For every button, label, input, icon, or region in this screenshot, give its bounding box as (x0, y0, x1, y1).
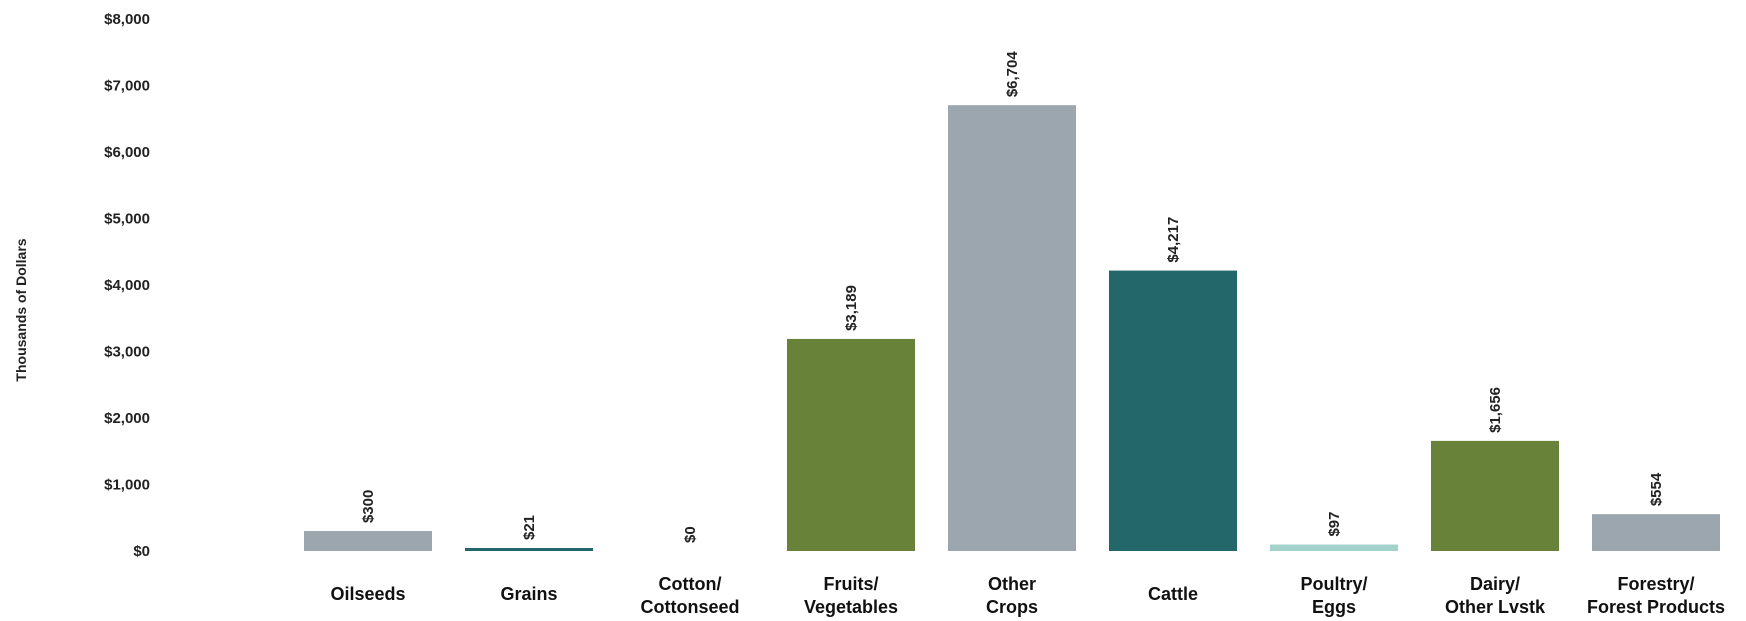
category-label-line: Dairy/ (1470, 574, 1520, 594)
y-tick-label: $0 (133, 543, 150, 560)
category-label-line: Crops (986, 597, 1038, 617)
category-label-line: Other (988, 574, 1036, 594)
category-label-line: Cotton/ (659, 574, 722, 594)
category-label-line: Oilseeds (330, 584, 405, 604)
category-label-line: Forest Products (1587, 597, 1725, 617)
category-label-line: Poultry/ (1300, 574, 1367, 594)
category-label: Forestry/Forest Products (1587, 574, 1725, 617)
y-tick-label: $6,000 (104, 144, 150, 161)
y-tick-label: $4,000 (104, 277, 150, 294)
data-label: $21 (521, 515, 538, 540)
category-label-line: Other Lvstk (1445, 597, 1546, 617)
y-tick-label: $1,000 (104, 477, 150, 494)
bars (304, 105, 1720, 552)
category-label: Fruits/Vegetables (804, 574, 898, 617)
bar (948, 105, 1076, 552)
data-label: $97 (1326, 512, 1343, 537)
category-label: Other Crops (986, 574, 1038, 617)
category-label-line: Forestry/ (1617, 574, 1694, 594)
category-label: Cotton/Cottonseed (641, 574, 740, 617)
y-tick-label: $2,000 (104, 410, 150, 427)
bar (1431, 440, 1559, 551)
data-label: $3,189 (843, 285, 860, 331)
bar (1270, 544, 1398, 551)
category-label-line: Grains (500, 584, 557, 604)
category-label-line: Cottonseed (641, 597, 740, 617)
bar (304, 531, 432, 551)
y-tick-label: $8,000 (104, 11, 150, 28)
x-axis-categories: Oilseeds Grains Cotton/Cottonseed Fruits/Ve… (330, 574, 1725, 617)
y-tick-label: $3,000 (104, 344, 150, 361)
category-label: Dairy/Other Lvstk (1445, 574, 1546, 617)
bar (787, 338, 915, 551)
category-label: Grains (500, 584, 557, 604)
bar (465, 548, 593, 551)
data-labels: $300 $21 $0 $3,189 $6,704 $4,217 $97 $1,656 $554 (360, 51, 1665, 543)
category-label: Poultry/Eggs (1300, 574, 1367, 617)
category-label-line: Fruits/ (823, 574, 878, 594)
bar (1592, 514, 1720, 551)
data-label: $554 (1648, 472, 1665, 506)
y-axis-ticks: $0 $1,000 $2,000 $3,000 $4,000 $5,000 $6,000 $7… (104, 11, 150, 560)
bar (1109, 270, 1237, 551)
y-axis-label: Thousands of Dollars (13, 238, 29, 381)
data-label: $0 (682, 526, 699, 543)
y-tick-label: $7,000 (104, 78, 150, 95)
category-label-line: Vegetables (804, 597, 898, 617)
y-tick-label: $5,000 (104, 211, 150, 228)
category-label-line: Cattle (1148, 584, 1198, 604)
data-label: $1,656 (1487, 387, 1504, 433)
category-label: Oilseeds (330, 584, 405, 604)
data-label: $6,704 (1004, 51, 1021, 98)
category-label: Cattle (1148, 584, 1198, 604)
data-label: $4,217 (1165, 217, 1182, 263)
data-label: $300 (360, 490, 377, 523)
category-label-line: Eggs (1312, 597, 1356, 617)
